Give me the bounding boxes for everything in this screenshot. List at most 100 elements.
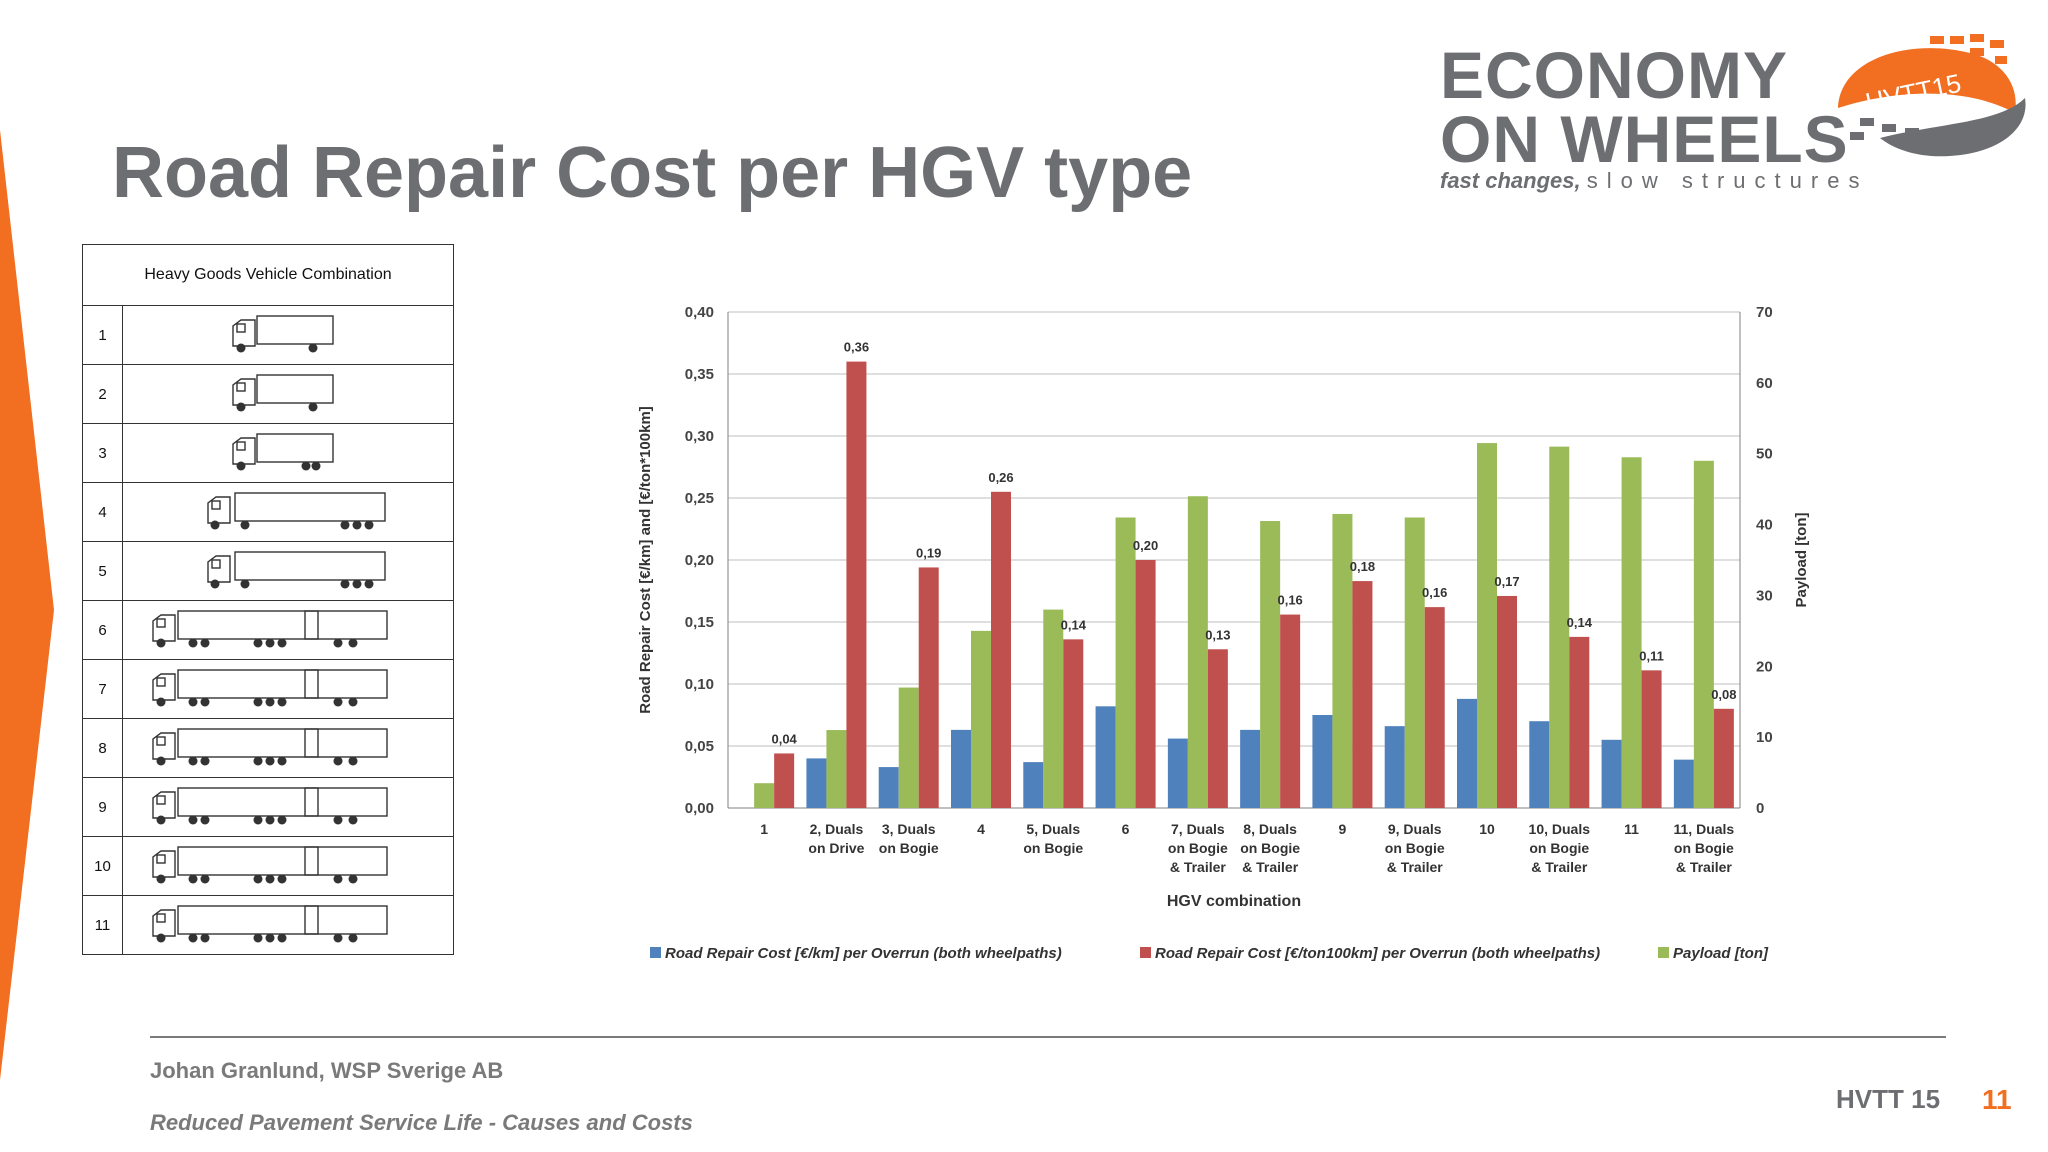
legend-swatch [1140, 947, 1151, 958]
y2-tick-label: 60 [1756, 375, 1773, 392]
bar [1404, 517, 1425, 808]
row-number: 9 [82, 777, 123, 837]
y-tick-label: 0,35 [685, 366, 714, 383]
row-number: 7 [82, 659, 123, 719]
bar [1063, 639, 1084, 808]
footer-divider [150, 1036, 1946, 1038]
row-number: 2 [82, 364, 123, 424]
vehicle-cell [122, 895, 454, 955]
table-row: 6 [82, 600, 454, 660]
truck-2-axle-icon [232, 374, 334, 412]
y2-tick-label: 70 [1756, 304, 1773, 321]
table-row: 9 [82, 777, 454, 837]
vehicle-cell [122, 305, 454, 365]
table-row: 7 [82, 659, 454, 719]
legend-swatch [1658, 947, 1669, 958]
x-tick-label: on Bogie [1023, 840, 1083, 856]
y2-tick-label: 40 [1756, 517, 1773, 534]
truck-trailer-icon [152, 669, 388, 707]
y-tick-label: 0,30 [685, 428, 714, 445]
y-tick-label: 0,15 [685, 614, 714, 631]
logo-tagline: fast changes, slow structures [1440, 168, 1868, 194]
x-tick-label: on Bogie [1529, 840, 1589, 856]
row-number: 6 [82, 600, 123, 660]
x-tick-label: 10, Duals [1529, 821, 1591, 837]
y2-tick-label: 20 [1756, 658, 1773, 675]
x-tick-label: 8, Duals [1243, 821, 1297, 837]
x-tick-label: 9, Duals [1388, 821, 1442, 837]
y2-tick-label: 0 [1756, 800, 1764, 817]
x-tick-label: & Trailer [1242, 859, 1299, 875]
bar [1549, 446, 1570, 808]
bar [1023, 762, 1044, 808]
row-number: 8 [82, 718, 123, 778]
y2-tick-label: 10 [1756, 729, 1773, 746]
bar [971, 630, 991, 808]
table-row: 1 [82, 305, 454, 365]
truck-trailer-icon [152, 846, 388, 884]
x-tick-label: 9 [1339, 821, 1347, 837]
bar [846, 361, 867, 808]
bar [1135, 560, 1156, 808]
bar [1260, 521, 1281, 808]
data-label: 0,19 [916, 545, 941, 560]
vehicle-cell [122, 600, 454, 660]
x-tick-label: on Bogie [1240, 840, 1300, 856]
x-tick-label: & Trailer [1170, 859, 1227, 875]
row-number: 5 [82, 541, 123, 601]
x-tick-label: 11, Duals [1674, 821, 1735, 837]
y-axis-label: Road Repair Cost [€/km] and [€/ton*100km… [637, 406, 654, 714]
row-number: 4 [82, 482, 123, 542]
vehicle-cell [122, 423, 454, 483]
bar [1280, 614, 1301, 808]
bar [991, 491, 1011, 808]
road-repair-cost-chart: 0,00 0,05 0,10 0,15 0,20 0,25 0,30 0,35 0,40 0 10 2… [637, 304, 1810, 962]
bar [826, 730, 847, 808]
page-number: 11 [1982, 1084, 2012, 1115]
bar [1095, 706, 1116, 808]
bar [1187, 496, 1208, 808]
data-label: 0,20 [1133, 538, 1158, 553]
y2-tick-label: 50 [1756, 446, 1773, 463]
bar [1424, 607, 1445, 808]
legend-entry: Payload [ton] [1673, 945, 1769, 962]
economy-on-wheels-logo: ECONOMY ON WHEELS fast changes, slow str… [1420, 28, 2040, 208]
x-tick-label: 2, Duals [810, 821, 864, 837]
x-tick-label: & Trailer [1531, 859, 1588, 875]
table-row: 11 [82, 895, 454, 955]
data-label: 0,13 [1205, 627, 1230, 642]
bar [774, 753, 795, 808]
y-tick-label: 0,00 [685, 800, 714, 817]
bar [1240, 729, 1261, 808]
bar [1115, 517, 1136, 808]
conference-name: HVTT 15 [1836, 1084, 1941, 1114]
vehicle-cell [122, 836, 454, 896]
bar [1673, 759, 1694, 808]
bar [1641, 670, 1662, 808]
bar [1043, 609, 1064, 808]
bar [806, 758, 827, 808]
author-name: Johan Granlund, WSP Sverige AB [150, 1058, 504, 1083]
data-label: 0,04 [771, 731, 797, 746]
bar [1167, 738, 1188, 808]
y-tick-label: 0,10 [685, 676, 714, 693]
legend-entry: Road Repair Cost [€/km] per Overrun (bot… [665, 945, 1062, 962]
truck-trailer-icon [152, 787, 388, 825]
logo-tagline-a: fast changes, [1440, 168, 1581, 193]
bar [1352, 581, 1373, 808]
legend-entry: Road Repair Cost [€/ton100km] per Overru… [1155, 945, 1600, 962]
data-label: 0,08 [1711, 687, 1736, 702]
y-tick-label: 0,40 [685, 304, 714, 321]
x-tick-label: on Drive [808, 840, 864, 856]
x-tick-label: on Bogie [879, 840, 939, 856]
legend-swatch [650, 947, 661, 958]
x-tick-label: 4 [977, 821, 985, 837]
table-row: 10 [82, 836, 454, 896]
bar [1477, 443, 1497, 808]
data-label: 0,11 [1639, 648, 1664, 663]
y-tick-label: 0,20 [685, 552, 714, 569]
bar [1384, 726, 1405, 808]
table-header: Heavy Goods Vehicle Combination [82, 244, 454, 306]
vehicle-cell [122, 718, 454, 778]
